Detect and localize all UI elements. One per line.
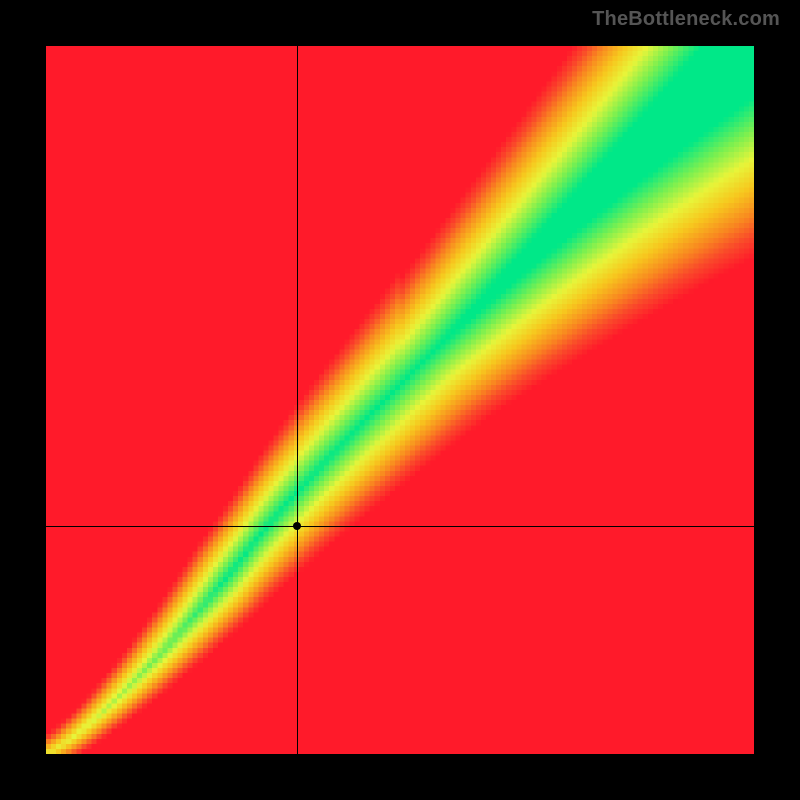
crosshair-vertical bbox=[297, 46, 298, 754]
chart-container: TheBottleneck.com bbox=[0, 0, 800, 800]
watermark-text: TheBottleneck.com bbox=[592, 8, 780, 31]
plot-area bbox=[46, 46, 754, 754]
heatmap-canvas bbox=[46, 46, 754, 754]
crosshair-horizontal bbox=[46, 526, 754, 527]
data-point-marker bbox=[293, 522, 301, 530]
